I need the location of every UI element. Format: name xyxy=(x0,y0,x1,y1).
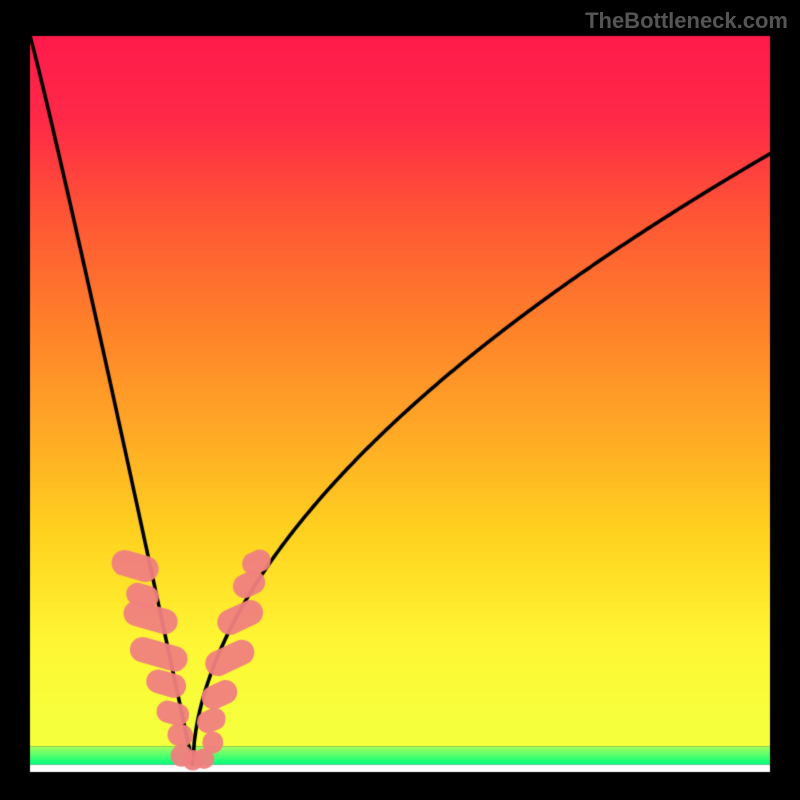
chart-root: TheBottleneck.com xyxy=(0,0,800,800)
watermark-text: TheBottleneck.com xyxy=(585,8,788,34)
bottleneck-chart-canvas xyxy=(0,0,800,800)
